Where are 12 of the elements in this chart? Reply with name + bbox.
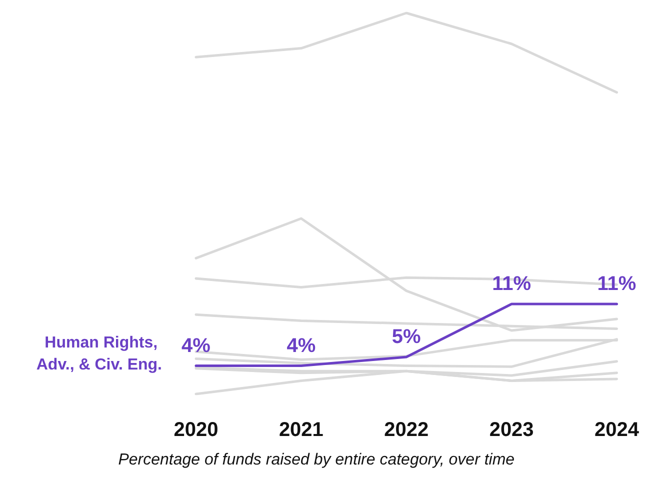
data-label: 11%	[492, 273, 532, 296]
x-tick-label: 2024	[594, 419, 640, 441]
data-label: 11%	[597, 273, 636, 296]
data-label: 4%	[182, 334, 211, 357]
data-label: 4%	[286, 334, 316, 357]
x-tick-label: 2022	[384, 419, 429, 441]
data-label: 5%	[392, 326, 422, 348]
x-axis-title: Percentage of funds raised by entire category, over time	[118, 452, 515, 468]
x-tick-label: 2020	[174, 419, 218, 441]
x-tick-label: 2023	[489, 419, 534, 441]
x-tick-label: 2021	[278, 419, 324, 441]
text: Human Rights, Adv., & Civ. Eng.	[36, 334, 162, 374]
